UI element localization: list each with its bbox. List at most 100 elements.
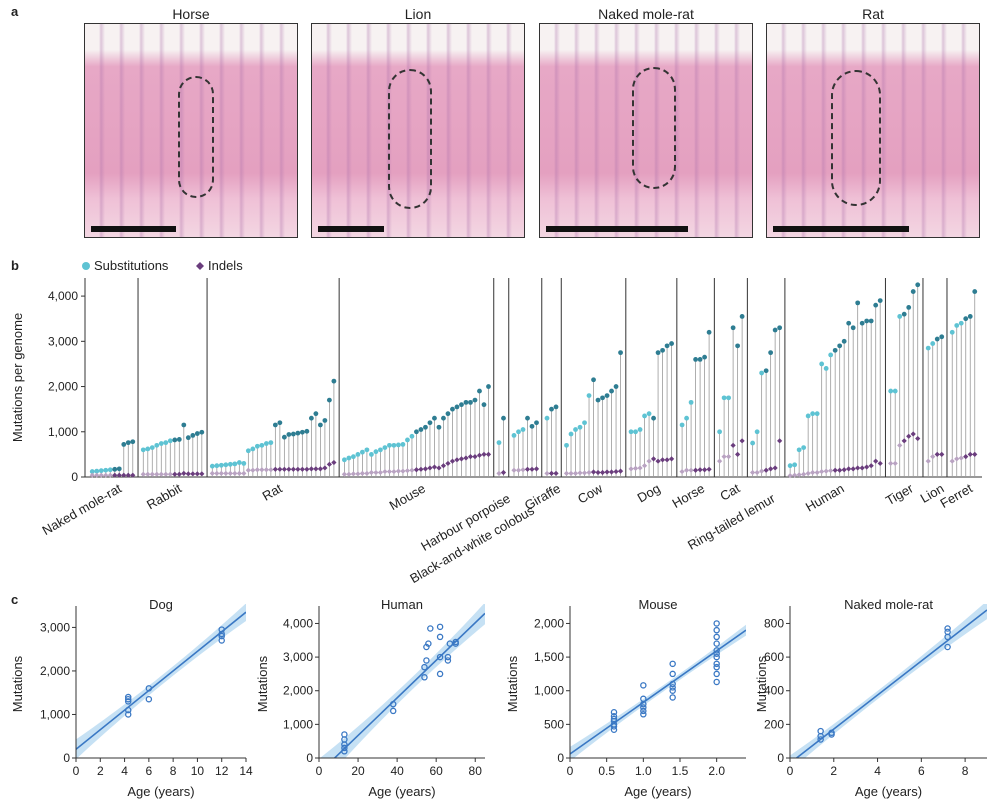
indel-point: [145, 471, 151, 477]
substitution-point: [688, 399, 694, 405]
scale-bar: [91, 226, 176, 232]
y-tick-label: 1,000: [283, 717, 313, 731]
substitution-point: [595, 397, 601, 403]
x-tick-label: 0: [787, 764, 794, 778]
substitution-point: [637, 427, 643, 432]
substitution-point: [355, 451, 361, 457]
data-point: [423, 657, 430, 664]
substitution-point: [897, 314, 903, 319]
y-tick-label: 2,000: [283, 684, 313, 698]
substitution-point: [272, 422, 278, 428]
scale-bar: [773, 226, 909, 232]
data-point: [713, 640, 720, 647]
confidence-band: [320, 604, 485, 758]
data-point: [669, 680, 676, 688]
indel-point: [400, 468, 406, 474]
mutations-per-genome-chart: 0 1,000 2,000 3,000 4,000 Mutations per genom…: [10, 278, 982, 586]
regression-line: [76, 611, 246, 750]
substitution-point: [351, 454, 356, 460]
indel-point: [949, 458, 955, 464]
indel-point: [901, 438, 907, 444]
data-point: [124, 698, 132, 705]
indel-point: [524, 466, 531, 472]
substitution-point: [810, 411, 816, 417]
substitution-point: [414, 429, 419, 435]
indel-point: [888, 460, 894, 467]
indel-point: [572, 470, 579, 476]
substitution-point: [837, 343, 843, 349]
substitution-point: [241, 461, 247, 466]
substitution-point: [892, 388, 898, 394]
indel-point: [440, 463, 447, 469]
x-tick-label: 12: [215, 764, 229, 778]
substitution-point: [967, 314, 973, 319]
indel-point: [897, 442, 903, 448]
substitution-point: [787, 463, 793, 469]
indel-point: [739, 438, 745, 444]
substitution-point: [181, 422, 187, 428]
indel-point: [855, 465, 861, 471]
substitution-point: [573, 427, 578, 432]
indel-point: [930, 454, 936, 460]
substitution-point: [432, 415, 437, 421]
substitution-point: [331, 378, 337, 384]
substitution-point: [268, 440, 274, 446]
species-label-rabbit: Rabbit: [144, 480, 184, 512]
data-point: [446, 640, 454, 647]
x-tick-label: 8: [962, 764, 969, 778]
indel-point: [925, 458, 931, 464]
substitution-point: [664, 343, 670, 349]
substitution-point: [828, 352, 834, 358]
substitution-point: [116, 466, 122, 472]
substitution-point: [364, 447, 370, 453]
crypt-outline: [178, 76, 214, 198]
indel-point: [467, 454, 474, 460]
substitution-point: [172, 437, 178, 443]
substitution-point: [259, 442, 265, 448]
substitution-point: [604, 393, 610, 398]
substitution-point: [89, 469, 95, 474]
indel-point: [377, 469, 384, 476]
data-point: [669, 670, 676, 678]
substitution-point: [477, 388, 482, 394]
substitution-point: [373, 449, 379, 455]
indel-point: [286, 466, 292, 472]
indel-point: [801, 471, 807, 477]
indel-point: [679, 468, 685, 475]
indel-point: [828, 468, 834, 474]
substitution-point: [772, 327, 778, 333]
substitution-point: [684, 415, 689, 421]
data-point: [817, 736, 824, 743]
legend-b: Substitutions Indels: [82, 258, 243, 273]
substitution-point: [481, 402, 487, 408]
indel-point: [637, 465, 643, 471]
data-point: [713, 647, 720, 654]
indel-point: [236, 470, 242, 476]
indel-point: [431, 464, 438, 470]
indel-point: [386, 468, 393, 475]
substitution-point: [850, 325, 856, 331]
indel-point: [209, 470, 215, 476]
y-tick-label: 3,000: [283, 650, 313, 664]
data-point: [944, 628, 951, 636]
indel-point: [395, 468, 402, 474]
substitution-point: [409, 433, 415, 439]
legend-indels: Indels: [208, 258, 243, 273]
crypt-outline: [388, 69, 432, 209]
substitution-point: [190, 432, 196, 438]
data-point: [389, 707, 397, 715]
data-point: [444, 653, 452, 661]
x-tick-label: 20: [351, 764, 365, 778]
human-regression-chart: 0 20 40 60 80 0 1,000 2,000 3,000 4,000 Human Age (…: [255, 597, 485, 799]
y-tick-label: 1,000: [48, 425, 78, 439]
indel-point: [176, 471, 182, 477]
indel-point: [520, 467, 526, 473]
substitution-point: [925, 345, 931, 351]
substitution-point: [304, 428, 310, 434]
data-point: [944, 625, 951, 632]
indel-point: [89, 472, 95, 478]
substitution-point: [140, 447, 146, 453]
indel-point: [796, 472, 802, 478]
y-tick-label: 0: [306, 751, 313, 765]
substitution-point: [232, 461, 238, 467]
